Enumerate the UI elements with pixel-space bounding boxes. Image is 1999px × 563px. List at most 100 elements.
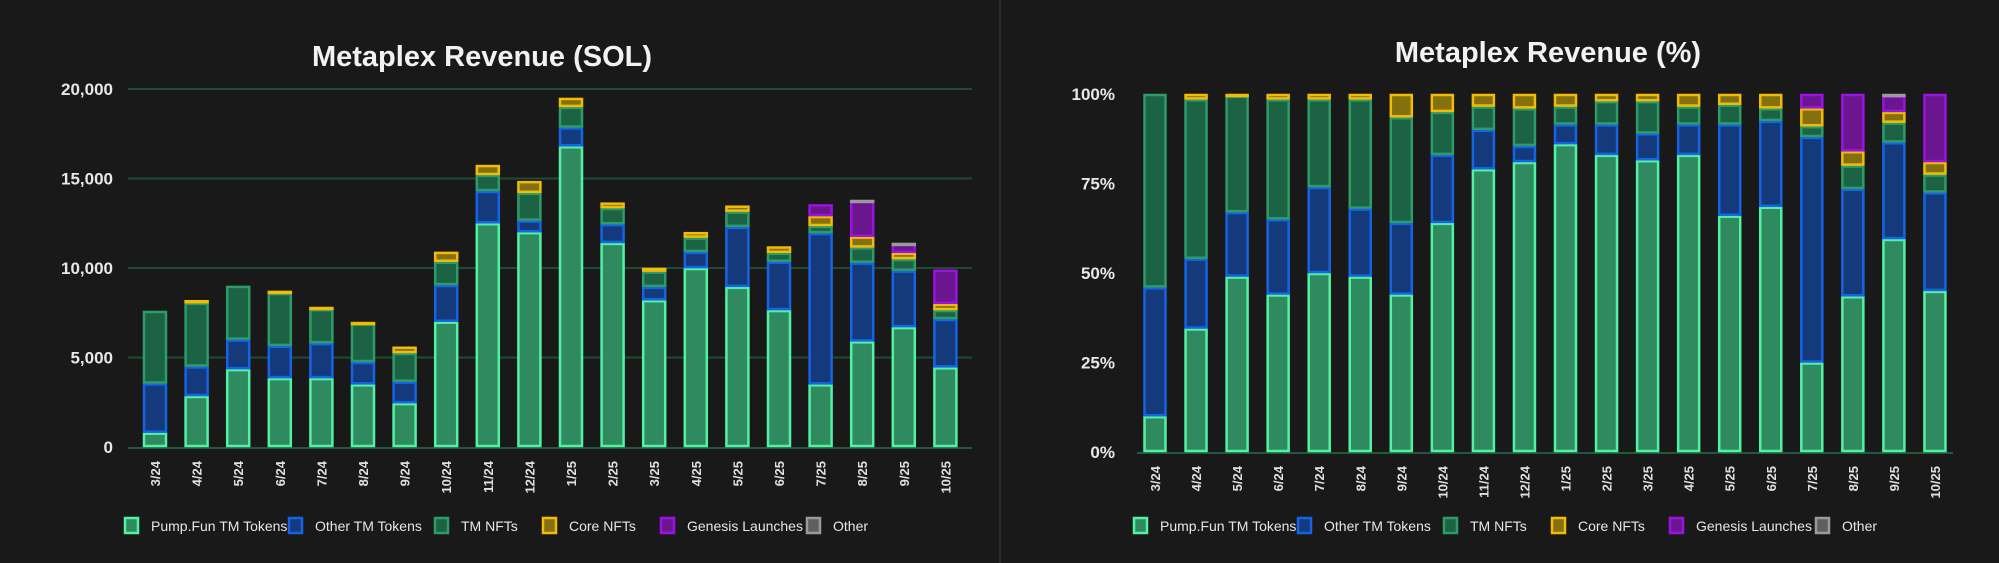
bar-segment-tm-nfts (1882, 122, 1906, 143)
legend-swatch (287, 516, 304, 535)
x-tick-label: 9/24 (1394, 465, 1409, 491)
bar-segment-pump-fun-tm-tokens (1594, 154, 1619, 453)
x-tick-label: 8/24 (1353, 465, 1368, 491)
bar-segment-core-nfts (1266, 93, 1290, 100)
bar-segment-core-nfts (1307, 93, 1331, 100)
x-tick-label: 10/25 (938, 461, 953, 494)
bar-segment-core-nfts (1923, 161, 1947, 175)
legend-item[interactable]: Other (1814, 516, 1877, 535)
x-tick-label: 7/24 (314, 460, 329, 486)
bar-segment-tm-nfts (142, 310, 168, 384)
bar-segment-other-tm-tokens (392, 381, 417, 404)
legend-swatch (1550, 516, 1567, 535)
legend-item[interactable]: Genesis Launches (659, 516, 803, 535)
bar-stack (1184, 93, 1208, 453)
bar-segment-core-nfts (641, 267, 667, 272)
bar-segment-genesis-launches (1800, 93, 1824, 109)
bar-segment-tm-nfts (558, 106, 584, 128)
x-tick-label: 11/24 (481, 460, 496, 493)
bar-segment-other-tm-tokens (1882, 142, 1906, 240)
bar-segment-tm-nfts (1635, 100, 1660, 134)
bar-segment-tm-nfts (1841, 165, 1865, 190)
bar-stack (433, 251, 459, 448)
legend-item[interactable]: TM NFTs (433, 516, 518, 535)
sol-revenue-panel: Metaplex Revenue (SOL) 0 5,000 10,000 15,000… (0, 0, 999, 563)
bar-stack (1553, 93, 1578, 453)
bar-stack (225, 285, 251, 448)
bar-stack (641, 267, 667, 448)
x-tick-label: 10/25 (1928, 466, 1943, 499)
bar-segment-core-nfts (517, 180, 542, 194)
bar-segment-other-tm-tokens (1553, 124, 1578, 145)
bar-segment-other-tm-tokens (766, 261, 792, 311)
x-tick-label: 6/24 (1271, 465, 1286, 491)
bar-segment-other-tm-tokens (1800, 136, 1824, 363)
bar-segment-core-nfts (350, 321, 376, 326)
legend-item[interactable]: Core NFTs (541, 516, 636, 535)
x-tick-label: 5/25 (730, 461, 745, 486)
x-tick-label: 4/25 (689, 461, 704, 486)
x-tick-label: 5/25 (1723, 466, 1738, 491)
bar-stack (600, 202, 625, 448)
bar-segment-core-nfts (1882, 111, 1906, 123)
x-tick-label: 9/24 (398, 460, 413, 486)
legend-item[interactable]: Pump.Fun TM Tokens (1132, 516, 1296, 535)
bar-segment-pump-fun-tm-tokens (1184, 328, 1208, 453)
legend-item[interactable]: Core NFTs (1550, 516, 1645, 535)
bar-segment-other-tm-tokens (1307, 186, 1331, 274)
bar-segment-tm-nfts (184, 302, 209, 367)
bar-segment-other-tm-tokens (683, 251, 709, 269)
legend-item[interactable]: Other TM Tokens (287, 516, 422, 535)
bar-segment-core-nfts (725, 205, 750, 212)
bar-stack (184, 299, 209, 448)
legend-item[interactable]: TM NFTs (1442, 516, 1527, 535)
bar-segment-tm-nfts (1923, 174, 1947, 193)
bar-segment-pump-fun-tm-tokens (1512, 161, 1537, 453)
bar-stack (725, 205, 750, 448)
legend-label: Pump.Fun TM Tokens (151, 518, 287, 534)
y-tick-label: 15,000 (61, 170, 113, 189)
y-tick-label: 75% (1081, 175, 1115, 194)
bar-stack (933, 269, 958, 448)
bar-stack (683, 231, 709, 448)
legend-swatch (659, 516, 676, 535)
legend-swatch (1814, 516, 1831, 535)
legend: Pump.Fun TM Tokens Other TM Tokens TM NFTs… (1132, 516, 1877, 535)
bar-segment-pump-fun-tm-tokens (1307, 272, 1331, 453)
legend-item[interactable]: Genesis Launches (1668, 516, 1812, 535)
legend-label: Other (1842, 518, 1877, 534)
bar-segment-core-nfts (1184, 93, 1208, 100)
y-tick-label: 10,000 (61, 259, 113, 278)
legend-item[interactable]: Pump.Fun TM Tokens (123, 516, 287, 535)
bar-segment-other-tm-tokens (1348, 208, 1372, 277)
bar-segment-genesis-launches (808, 204, 833, 217)
panel-divider (999, 0, 1001, 563)
bar-segment-tm-nfts (309, 308, 334, 344)
bar-segment-tm-nfts (225, 285, 251, 340)
bar-segment-other-tm-tokens (1266, 219, 1290, 295)
bar-segment-other-tm-tokens (1512, 145, 1537, 163)
bar-segment-other-tm-tokens (517, 220, 542, 233)
bar-segment-core-nfts (267, 290, 293, 295)
bar-segment-core-nfts (1225, 93, 1249, 98)
bar-segment-tm-nfts (600, 207, 625, 225)
x-tick-label: 2/25 (606, 461, 621, 486)
x-tick-label: 8/25 (855, 461, 870, 486)
legend-item[interactable]: Other TM Tokens (1296, 516, 1431, 535)
bar-stack (558, 97, 584, 448)
legend-item[interactable]: Other (805, 516, 868, 535)
bar-segment-core-nfts (433, 251, 459, 262)
bar-segment-other-tm-tokens (1143, 287, 1167, 417)
bar-segment-genesis-launches (1882, 95, 1906, 113)
y-tick-label: 0 (104, 438, 113, 457)
bar-segment-pump-fun-tm-tokens (517, 231, 542, 448)
legend-swatch (541, 516, 558, 535)
x-tick-label: 9/25 (1887, 466, 1902, 491)
bar-segment-core-nfts (683, 231, 709, 238)
bar-segment-other-tm-tokens (1759, 120, 1783, 208)
y-tick-label: 0% (1090, 443, 1115, 462)
legend-swatch (805, 516, 822, 535)
bar-segment-tm-nfts (1717, 104, 1742, 125)
bar-segment-pump-fun-tm-tokens (558, 146, 584, 448)
bar-segment-tm-nfts (433, 261, 459, 286)
